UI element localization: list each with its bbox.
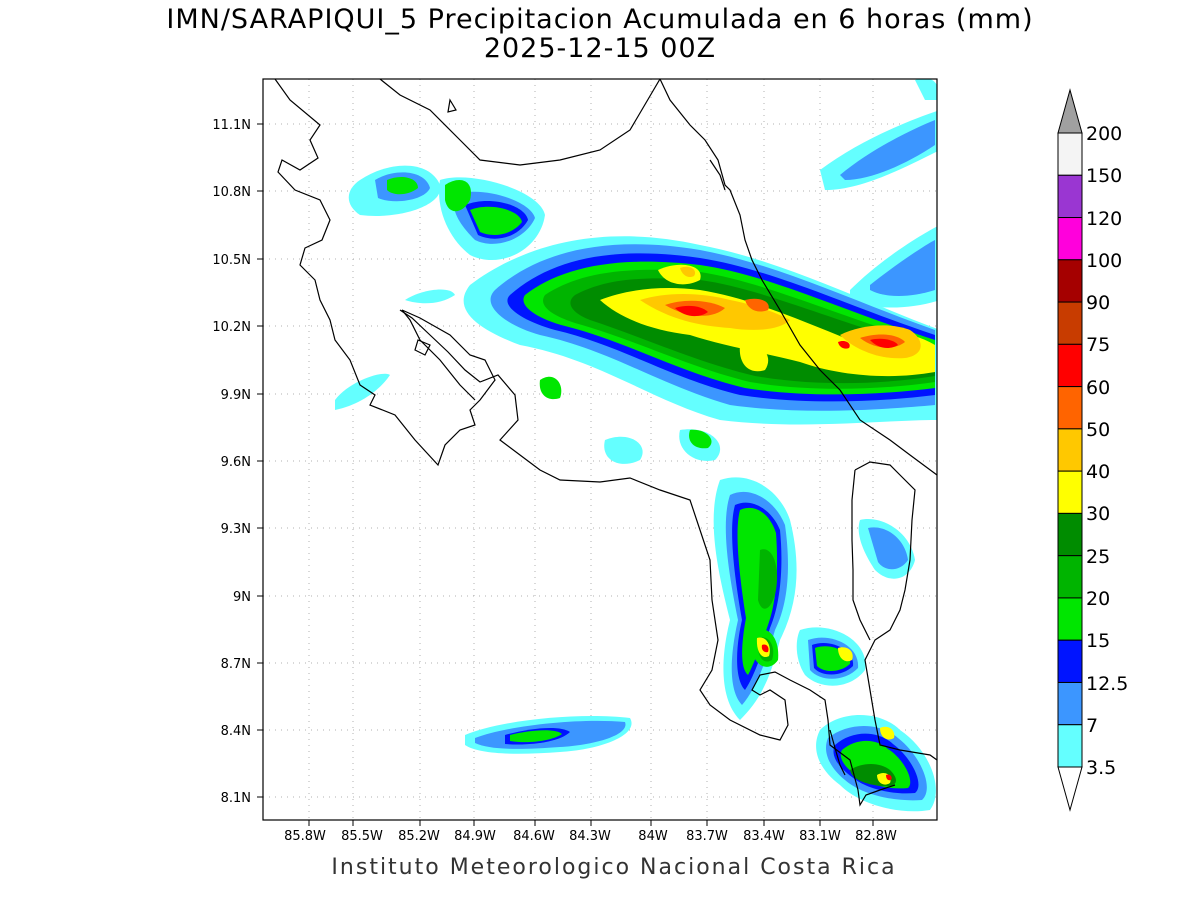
lat-label: 8.1N — [221, 791, 251, 806]
colorbar-label: 200 — [1086, 123, 1122, 145]
colorbar-swatch — [1057, 217, 1083, 261]
colorbar-swatch — [1057, 301, 1083, 345]
lon-label: 84.3W — [569, 829, 611, 844]
colorbar-label: 3.5 — [1086, 757, 1116, 779]
colorbar-label: 40 — [1086, 461, 1110, 483]
precipitation-field — [335, 79, 937, 812]
lon-label: 83.7W — [686, 829, 728, 844]
lon-label: 85.5W — [341, 829, 383, 844]
lon-label: 84W — [638, 829, 668, 844]
lat-label: 10.2N — [212, 320, 251, 335]
colorbar-swatch — [1057, 132, 1083, 176]
colorbar-label: 7 — [1086, 715, 1098, 737]
colorbar-label: 12.5 — [1086, 673, 1128, 695]
lat-label: 9.9N — [221, 388, 251, 403]
lat-label: 11.1N — [212, 118, 251, 133]
lat-label: 9N — [233, 590, 251, 605]
lon-label: 85.2W — [398, 829, 440, 844]
colorbar-over-arrow — [1057, 88, 1083, 134]
colorbar-label: 20 — [1086, 588, 1110, 610]
map-title: IMN/SARAPIQUI_5 Precipitacion Acumulada … — [166, 4, 1034, 35]
lat-label: 9.6N — [221, 455, 251, 470]
colorbar-under-arrow — [1057, 766, 1083, 812]
latitude-labels: 11.1N 10.8N 10.5N 10.2N 9.9N 9.6N 9.3N 9… — [212, 118, 251, 806]
lat-label: 9.3N — [221, 522, 251, 537]
lat-label: 10.5N — [212, 253, 251, 268]
colorbar-swatch — [1057, 386, 1083, 430]
colorbar-swatch — [1057, 470, 1083, 514]
lon-label: 84.6W — [513, 829, 555, 844]
colorbar-label: 30 — [1086, 503, 1110, 525]
lat-label: 10.8N — [212, 185, 251, 200]
longitude-labels: 85.8W 85.5W 85.2W 84.9W 84.6W 84.3W 84W … — [284, 829, 897, 844]
colorbar-legend: 200 150 120 100 90 75 60 50 40 30 25 20 … — [1057, 88, 1128, 812]
colorbar-label: 15 — [1086, 630, 1110, 652]
colorbar-swatch — [1057, 259, 1083, 303]
map-frame — [262, 78, 938, 821]
colorbar-label: 90 — [1086, 292, 1110, 314]
colorbar-label: 25 — [1086, 546, 1110, 568]
lon-label: 85.8W — [284, 829, 326, 844]
map-datetime: 2025-12-15 00Z — [483, 33, 717, 64]
colorbar-swatch — [1057, 639, 1083, 683]
lon-label: 83.1W — [799, 829, 841, 844]
colorbar-label: 50 — [1086, 419, 1110, 441]
colorbar-swatch — [1057, 174, 1083, 219]
colorbar-swatch — [1057, 555, 1083, 599]
colorbar-swatch — [1057, 343, 1083, 388]
credit-text: Instituto Meteorologico Nacional Costa R… — [331, 855, 897, 880]
lon-label: 82.8W — [855, 829, 897, 844]
colorbar-swatch — [1057, 681, 1083, 726]
colorbar-label: 150 — [1086, 165, 1122, 187]
coastline — [274, 79, 937, 807]
colorbar-label: 75 — [1086, 334, 1110, 356]
lon-label: 84.9W — [454, 829, 496, 844]
colorbar-swatch — [1057, 597, 1083, 641]
colorbar-label: 60 — [1086, 377, 1110, 399]
colorbar-swatch — [1057, 512, 1083, 557]
colorbar-label: 120 — [1086, 208, 1122, 230]
lat-label: 8.7N — [221, 657, 251, 672]
lon-label: 83.4W — [743, 829, 785, 844]
axis-ticks — [257, 123, 874, 826]
colorbar-swatch — [1057, 724, 1083, 768]
colorbar-label: 100 — [1086, 250, 1122, 272]
colorbar-swatch — [1057, 428, 1083, 472]
lat-label: 8.4N — [221, 724, 251, 739]
